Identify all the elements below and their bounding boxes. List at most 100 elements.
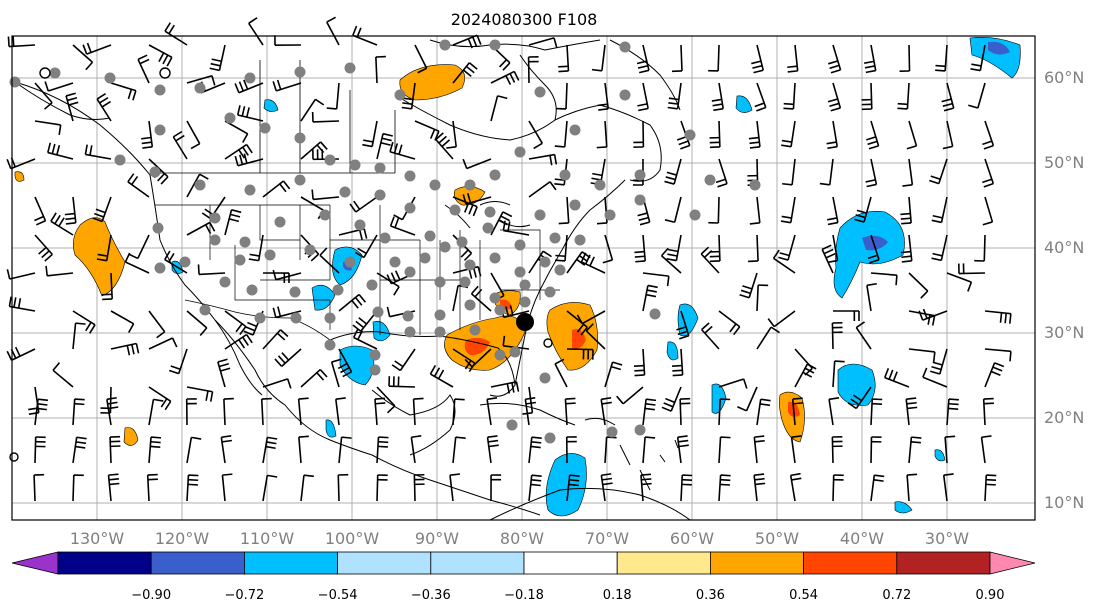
station-marker xyxy=(274,216,286,228)
wind-barb xyxy=(220,435,233,464)
wind-barb xyxy=(262,329,289,350)
wind-barb xyxy=(555,82,568,110)
station-marker xyxy=(619,41,631,53)
station-marker xyxy=(489,292,501,304)
wind-barb xyxy=(164,22,188,46)
station-marker xyxy=(649,308,661,320)
wind-barb xyxy=(338,436,352,464)
wind-barb xyxy=(326,82,340,110)
wind-barb xyxy=(789,472,802,502)
wind-barb xyxy=(410,435,422,464)
station-marker xyxy=(534,86,546,98)
wind-barb xyxy=(753,435,765,464)
wind-barb xyxy=(664,196,682,223)
wind-barb xyxy=(413,473,425,502)
wind-barb xyxy=(110,342,140,356)
station-marker xyxy=(290,312,302,324)
positive-anomaly-region xyxy=(123,427,139,446)
wind-barb xyxy=(319,247,340,274)
wind-barb xyxy=(566,310,588,336)
colorbar-tick-label: −0.90 xyxy=(131,588,172,603)
wind-barb xyxy=(260,397,272,426)
wind-barb xyxy=(832,360,845,388)
wind-barb xyxy=(524,397,537,426)
wind-barb xyxy=(585,323,606,350)
longitude-label: 100°W xyxy=(324,529,380,548)
wind-barbs xyxy=(6,16,1012,502)
station-marker xyxy=(49,67,61,79)
wind-barb xyxy=(982,397,994,426)
wind-barb xyxy=(982,120,995,150)
wind-barb xyxy=(941,82,955,112)
wind-barb xyxy=(274,348,302,367)
wind-barb xyxy=(596,120,608,149)
wind-barb xyxy=(671,44,683,73)
longitude-label: 80°W xyxy=(499,529,545,548)
wind-barb xyxy=(974,234,986,262)
wind-barb xyxy=(942,120,954,150)
wind-barb xyxy=(783,82,796,110)
wind-barb xyxy=(884,367,910,388)
longitude-label: 50°W xyxy=(754,529,800,548)
strong-positive-anomaly-core xyxy=(464,337,490,356)
wind-barb xyxy=(502,220,530,236)
station-marker xyxy=(689,209,701,221)
station-marker xyxy=(369,364,381,376)
wind-barb xyxy=(148,310,166,339)
wind-barb xyxy=(554,358,568,388)
wind-barb xyxy=(186,173,209,198)
wind-barb xyxy=(412,397,424,426)
wind-barb xyxy=(248,234,264,262)
wind-barb xyxy=(831,321,843,350)
wind-barb xyxy=(616,386,644,405)
caribbean-islands xyxy=(619,439,679,491)
wind-barb xyxy=(565,436,577,464)
wind-barb xyxy=(908,310,936,326)
wind-barb xyxy=(591,44,606,72)
station-marker xyxy=(574,234,586,246)
florida-east-coast xyxy=(514,179,626,386)
wind-barb xyxy=(661,386,682,412)
station-marker xyxy=(544,432,556,444)
wind-barb xyxy=(262,436,278,464)
station-marker xyxy=(434,309,446,321)
wind-barb xyxy=(905,397,918,426)
wind-barb xyxy=(634,234,647,263)
wind-barb xyxy=(528,474,542,502)
station-marker xyxy=(519,296,531,308)
station-marker xyxy=(404,266,416,278)
wind-barb xyxy=(349,196,378,213)
wind-barb xyxy=(300,368,328,388)
wind-barb xyxy=(352,328,378,350)
wind-barb xyxy=(148,398,164,426)
negative-anomaly-region xyxy=(711,383,727,414)
wind-barb xyxy=(262,378,292,389)
wind-barb xyxy=(672,348,684,377)
wind-barb xyxy=(234,79,264,94)
wind-barb xyxy=(604,361,623,388)
wind-barb xyxy=(558,44,570,73)
station-marker xyxy=(509,346,521,358)
wind-barb xyxy=(564,397,576,426)
station-marker xyxy=(209,234,221,246)
wind-barb xyxy=(827,82,842,112)
wind-barb xyxy=(452,436,466,464)
negative-anomaly-region xyxy=(372,321,391,342)
wind-barb xyxy=(700,246,720,274)
wind-barb xyxy=(718,310,741,336)
wind-barb xyxy=(72,398,85,426)
wind-barb xyxy=(311,111,340,123)
station-marker xyxy=(339,186,351,198)
station-marker xyxy=(294,174,306,186)
wind-barb xyxy=(528,37,558,48)
wind-barb xyxy=(701,322,720,350)
wind-barb xyxy=(718,436,731,464)
wind-barb xyxy=(528,436,542,464)
wind-barb xyxy=(984,348,1012,362)
wind-barb xyxy=(866,282,877,312)
wind-barb xyxy=(718,378,748,389)
station-marker xyxy=(152,222,164,234)
wind-barb xyxy=(338,293,367,312)
station-marker xyxy=(489,252,501,264)
colorbar-segment xyxy=(710,551,805,575)
